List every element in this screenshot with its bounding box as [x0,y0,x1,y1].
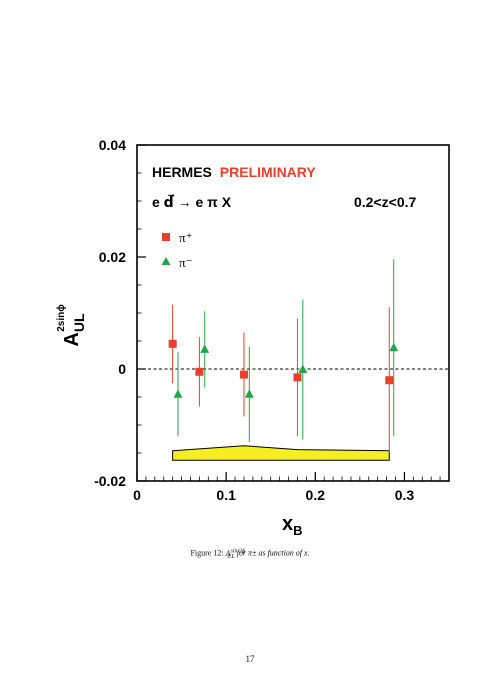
y-tick-label: -0.02 [94,473,126,489]
systematic-error-band [172,445,390,461]
pi-plus-point [195,367,204,376]
page-number: 17 [245,654,255,664]
kinematic-cut-label: 0.2<z<0.7 [354,194,416,210]
plot-title: HERMES PRELIMINARY [152,164,316,180]
title-preliminary: PRELIMINARY [220,164,317,180]
pi-minus-point [389,342,399,352]
pi-plus-point [293,373,302,382]
x-axis-label: xB [282,513,303,538]
x-axis-label-sub: B [293,523,302,538]
legend: π⁺ π⁻ [161,230,192,270]
x-axis-label-main: x [282,513,293,535]
caption-rest: for π± as function of x. [236,548,310,558]
pi-minus-point [298,364,308,374]
y-tick-label: 0.02 [99,249,126,265]
y-tick-label: 0.04 [99,137,126,153]
reaction-label: e d⃗ → e π X [152,193,232,210]
pi-plus-point [385,376,394,385]
caption-quantity: Asin 2ϕUL [225,548,246,561]
pi-minus-point [200,344,210,353]
x-tick-label: 0.2 [306,487,326,503]
y-axis-label-sup: 2sinϕ [56,304,67,332]
pi-plus-point [239,370,248,379]
y-tick-label: 0 [118,361,126,377]
caption-prefix: Figure 12: [190,548,224,558]
x-tick-label: 0 [133,487,141,503]
legend-label-pi-minus: π⁻ [179,255,192,270]
legend-marker-pi-plus [162,233,170,241]
data-points [168,259,399,453]
legend-label-pi-plus: π⁺ [179,230,192,245]
pi-minus-point [244,389,254,398]
figure-caption: Figure 12: Asin 2ϕUL for π± as function … [0,548,500,560]
axes: 0 0.1 0.2 0.3 -0.02 0 0.02 0.04 [94,137,450,503]
legend-marker-pi-minus [161,257,171,265]
systematic-band-shape [172,445,390,461]
x-tick-label: 0.3 [395,487,415,503]
title-hermes: HERMES [152,164,212,180]
pi-minus-point [173,389,183,398]
x-tick-label: 0.1 [216,487,236,503]
y-axis-label: AUL [61,313,87,347]
y-axis-label-main: A [61,332,83,346]
y-axis-label-sub: UL [71,313,87,332]
pi-plus-point [168,339,177,348]
